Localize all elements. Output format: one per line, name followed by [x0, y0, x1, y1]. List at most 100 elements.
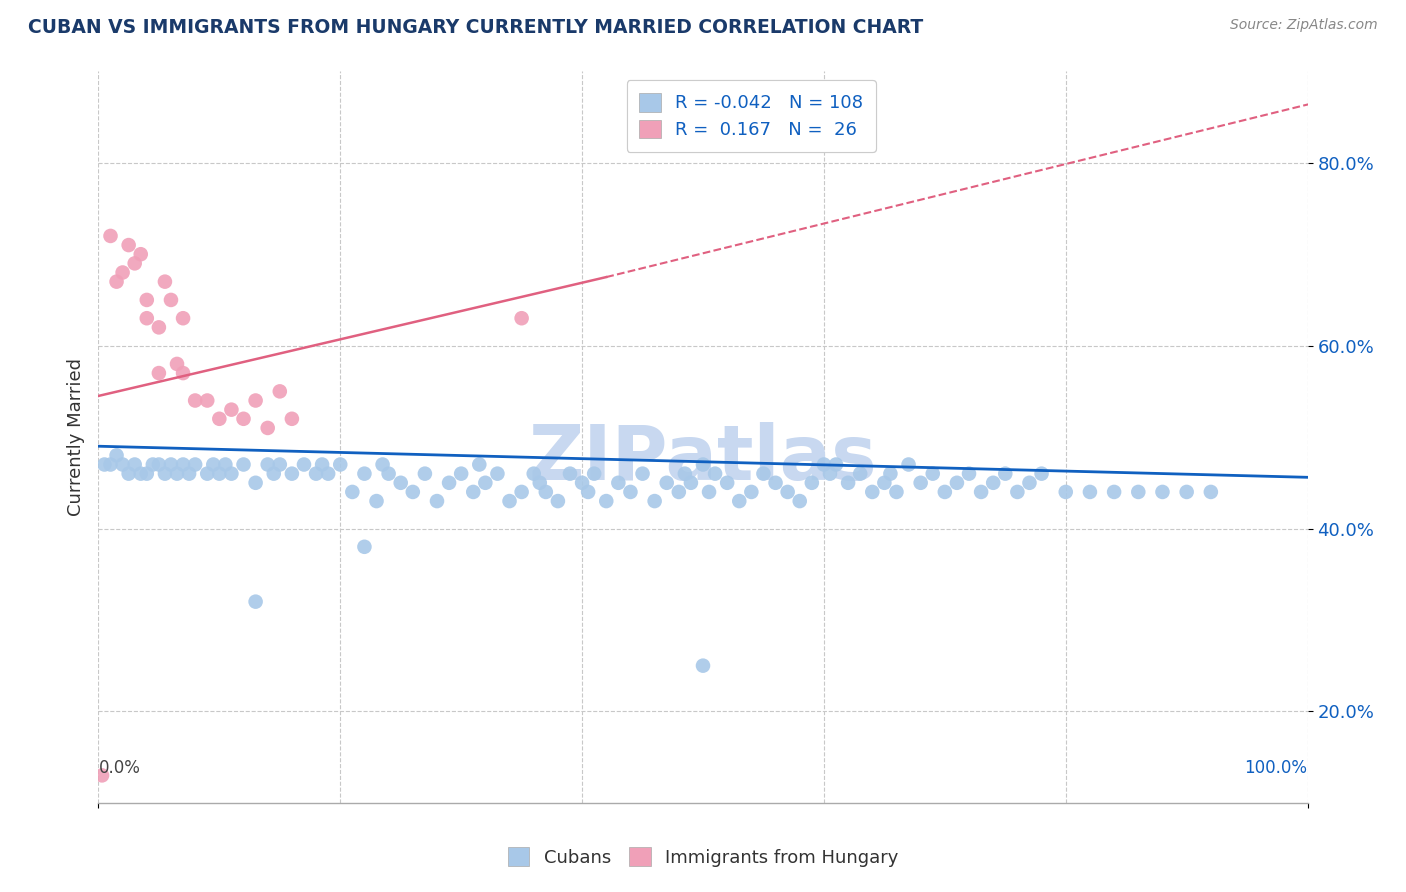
- Point: [474, 475, 496, 490]
- Point: [1078, 485, 1101, 500]
- Point: [426, 494, 449, 508]
- Text: Source: ZipAtlas.com: Source: ZipAtlas.com: [1230, 18, 1378, 32]
- Point: [221, 467, 243, 481]
- Point: [172, 366, 194, 380]
- Point: [571, 475, 593, 490]
- Point: [256, 458, 278, 472]
- Point: [135, 311, 157, 326]
- Point: [510, 311, 533, 326]
- Point: [631, 467, 654, 481]
- Point: [124, 256, 146, 270]
- Point: [644, 494, 666, 508]
- Point: [245, 594, 267, 608]
- Point: [135, 467, 157, 481]
- Point: [311, 458, 333, 472]
- Point: [994, 467, 1017, 481]
- Point: [208, 467, 231, 481]
- Point: [142, 458, 165, 472]
- Point: [946, 475, 969, 490]
- Point: [100, 458, 122, 472]
- Text: 0.0%: 0.0%: [98, 759, 141, 777]
- Point: [366, 494, 388, 508]
- Point: [576, 485, 599, 500]
- Point: [886, 485, 908, 500]
- Point: [232, 412, 254, 426]
- Point: [245, 475, 267, 490]
- Point: [655, 475, 678, 490]
- Point: [849, 467, 872, 481]
- Point: [673, 467, 696, 481]
- Point: [818, 467, 841, 481]
- Point: [897, 458, 920, 472]
- Point: [245, 393, 267, 408]
- Text: 100.0%: 100.0%: [1244, 759, 1308, 777]
- Point: [704, 467, 727, 481]
- Point: [486, 467, 509, 481]
- Point: [202, 458, 225, 472]
- Point: [873, 475, 896, 490]
- Point: [148, 366, 170, 380]
- Point: [1199, 485, 1222, 500]
- Point: [281, 412, 304, 426]
- Point: [129, 467, 152, 481]
- Point: [1102, 485, 1125, 500]
- Point: [184, 393, 207, 408]
- Point: [825, 458, 848, 472]
- Point: [765, 475, 787, 490]
- Point: [595, 494, 617, 508]
- Point: [329, 458, 352, 472]
- Point: [214, 458, 236, 472]
- Point: [172, 311, 194, 326]
- Point: [305, 467, 328, 481]
- Point: [135, 293, 157, 307]
- Point: [402, 485, 425, 500]
- Point: [752, 467, 775, 481]
- Point: [184, 458, 207, 472]
- Point: [1128, 485, 1150, 500]
- Point: [529, 475, 551, 490]
- Point: [263, 467, 285, 481]
- Point: [342, 485, 364, 500]
- Text: CUBAN VS IMMIGRANTS FROM HUNGARY CURRENTLY MARRIED CORRELATION CHART: CUBAN VS IMMIGRANTS FROM HUNGARY CURRENT…: [28, 18, 924, 37]
- Point: [1175, 485, 1198, 500]
- Point: [921, 467, 943, 481]
- Point: [523, 467, 546, 481]
- Point: [1007, 485, 1029, 500]
- Point: [981, 475, 1004, 490]
- Point: [148, 458, 170, 472]
- Point: [607, 475, 630, 490]
- Point: [153, 467, 176, 481]
- Point: [716, 475, 738, 490]
- Point: [558, 467, 581, 481]
- Point: [837, 475, 859, 490]
- Point: [583, 467, 606, 481]
- Point: [166, 467, 188, 481]
- Point: [124, 458, 146, 472]
- Point: [934, 485, 956, 500]
- Point: [692, 458, 714, 472]
- Point: [118, 238, 141, 252]
- Point: [800, 475, 823, 490]
- Point: [740, 485, 762, 500]
- Point: [413, 467, 436, 481]
- Y-axis label: Currently Married: Currently Married: [66, 358, 84, 516]
- Point: [111, 266, 134, 280]
- Point: [697, 485, 720, 500]
- Point: [776, 485, 799, 500]
- Point: [105, 275, 128, 289]
- Point: [547, 494, 569, 508]
- Point: [437, 475, 460, 490]
- Point: [166, 357, 188, 371]
- Legend: Cubans, Immigrants from Hungary: Cubans, Immigrants from Hungary: [501, 840, 905, 874]
- Point: [789, 494, 811, 508]
- Point: [179, 467, 201, 481]
- Point: [970, 485, 993, 500]
- Point: [269, 384, 291, 399]
- Point: [232, 458, 254, 472]
- Point: [813, 458, 835, 472]
- Point: [389, 475, 412, 490]
- Point: [463, 485, 485, 500]
- Point: [860, 485, 883, 500]
- Point: [148, 320, 170, 334]
- Point: [692, 658, 714, 673]
